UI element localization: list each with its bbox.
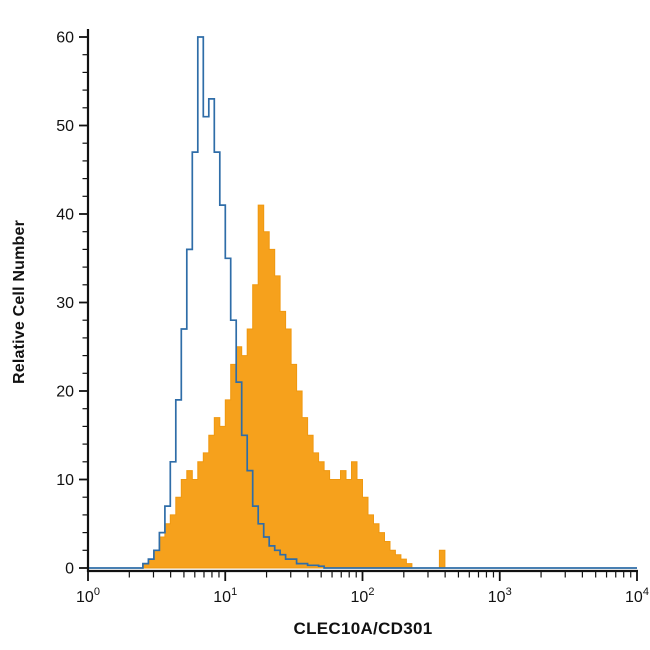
- y-tick-label: 10: [56, 472, 74, 489]
- y-tick-label: 50: [56, 118, 74, 135]
- x-tick-label: 103: [488, 586, 512, 606]
- x-tick-label: 102: [351, 586, 375, 606]
- y-tick-label: 30: [56, 295, 74, 312]
- x-tick-label: 100: [76, 586, 100, 606]
- y-tick-label: 0: [65, 561, 74, 578]
- x-tick-label: 104: [625, 586, 649, 606]
- x-axis-title: CLEC10A/CD301: [293, 619, 433, 638]
- filled-orange-histogram: [88, 204, 637, 569]
- y-tick-label: 20: [56, 384, 74, 401]
- y-tick-label: 60: [56, 30, 74, 47]
- y-tick-label: 40: [56, 207, 74, 224]
- x-tick-label: 101: [213, 586, 237, 606]
- y-axis-title: Relative Cell Number: [11, 219, 28, 385]
- open-blue-histogram: [88, 36, 637, 569]
